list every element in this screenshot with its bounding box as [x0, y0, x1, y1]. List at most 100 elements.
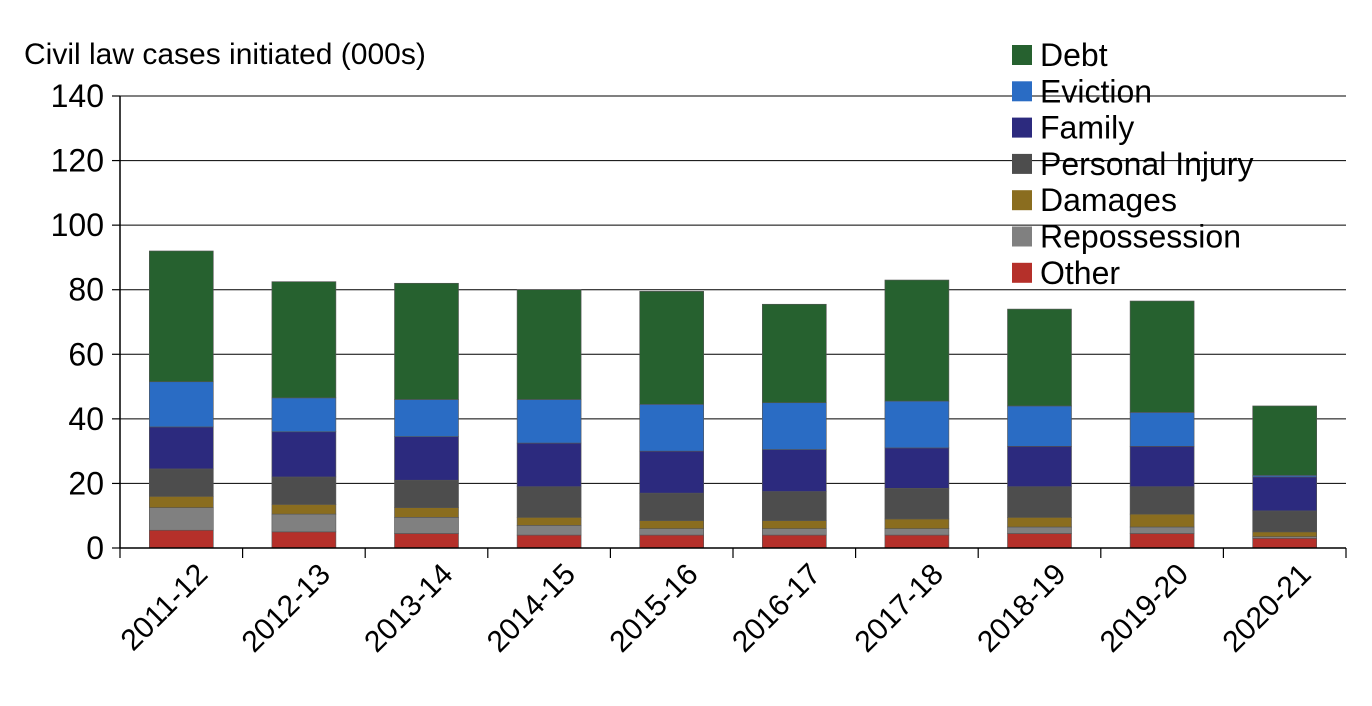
- bar-damages-2015-16: [639, 520, 705, 529]
- bar-damages-2011-12: [149, 496, 214, 508]
- x-tick-label-2015-16: 2015-16: [603, 558, 704, 659]
- bar-family-2011-12: [149, 426, 214, 470]
- bar-eviction-2012-13: [271, 397, 337, 433]
- bar-debt-2012-13: [271, 281, 337, 399]
- bar-repossession-2015-16: [639, 528, 705, 536]
- bar-eviction-2017-18: [884, 400, 950, 449]
- x-tick-label-2011-12: 2011-12: [115, 558, 215, 658]
- legend-swatch-eviction: [1012, 81, 1032, 102]
- x-tick-label-2019-20: 2019-20: [1094, 558, 1195, 659]
- bar-eviction-2018-19: [1007, 405, 1072, 447]
- legend-swatch-personal-injury: [1012, 153, 1032, 174]
- bar-personal-injury-2014-15: [516, 486, 582, 518]
- y-tick-label-60: 60: [68, 336, 104, 372]
- bar-personal-injury-2018-19: [1007, 486, 1072, 518]
- y-tick-label-100: 100: [51, 207, 104, 243]
- bar-other-2017-18: [884, 534, 950, 549]
- bar-family-2019-20: [1129, 445, 1195, 487]
- bar-personal-injury-2015-16: [639, 492, 705, 521]
- x-tick-label-2020-21: 2020-21: [1216, 558, 1317, 659]
- x-tick-label-2016-17: 2016-17: [726, 558, 827, 659]
- bar-repossession-2017-18: [884, 528, 950, 536]
- bar-personal-injury-2017-18: [884, 487, 950, 520]
- bar-repossession-2018-19: [1007, 526, 1072, 534]
- legend-label-debt: Debt: [1040, 37, 1108, 73]
- bar-debt-2017-18: [884, 279, 950, 402]
- bar-repossession-2019-20: [1129, 526, 1195, 534]
- legend-label-family: Family: [1040, 110, 1134, 146]
- bar-debt-2015-16: [639, 291, 705, 405]
- bar-other-2016-17: [761, 534, 827, 549]
- axes: [119, 96, 1347, 558]
- bar-eviction-2015-16: [639, 404, 705, 452]
- bar-other-2013-14: [394, 533, 459, 549]
- legend-swatch-repossession: [1012, 226, 1032, 247]
- bar-other-2015-16: [639, 534, 705, 549]
- bar-debt-2018-19: [1007, 308, 1072, 407]
- bar-damages-2016-17: [761, 520, 827, 529]
- y-tick-label-140: 140: [51, 78, 104, 114]
- bar-other-2014-15: [516, 534, 582, 549]
- bar-other-2011-12: [149, 529, 214, 549]
- bar-personal-injury-2013-14: [394, 479, 459, 508]
- bar-eviction-2013-14: [394, 399, 459, 437]
- bar-eviction-2016-17: [761, 402, 827, 450]
- x-tick-label-2017-18: 2017-18: [849, 558, 950, 659]
- bar-debt-2020-21: [1252, 405, 1317, 476]
- bar-damages-2013-14: [394, 507, 459, 518]
- legend-label-repossession: Repossession: [1040, 219, 1241, 255]
- y-tick-label-20: 20: [68, 465, 104, 501]
- bar-eviction-2014-15: [516, 399, 582, 444]
- legend-swatch-damages: [1012, 190, 1032, 211]
- legend-label-eviction: Eviction: [1040, 73, 1152, 109]
- bar-eviction-2019-20: [1129, 412, 1195, 447]
- bar-other-2012-13: [271, 531, 337, 549]
- bar-family-2020-21: [1252, 476, 1317, 512]
- bar-repossession-2011-12: [149, 507, 214, 531]
- bars: [149, 250, 1317, 549]
- bar-family-2013-14: [394, 436, 459, 481]
- bar-repossession-2012-13: [271, 513, 337, 533]
- bar-personal-injury-2011-12: [149, 468, 214, 497]
- bar-family-2016-17: [761, 449, 827, 492]
- y-axis-label: Civil law cases initiated (000s): [24, 38, 426, 71]
- y-tick-label-80: 80: [68, 272, 104, 308]
- legend-swatch-debt: [1012, 45, 1032, 65]
- bar-other-2020-21: [1252, 538, 1317, 549]
- bar-debt-2019-20: [1129, 300, 1195, 413]
- x-tick-label-2013-14: 2013-14: [358, 558, 459, 659]
- bar-family-2014-15: [516, 442, 582, 487]
- bar-family-2012-13: [271, 431, 337, 478]
- legend-label-personal-injury: Personal Injury: [1040, 146, 1253, 182]
- bar-personal-injury-2016-17: [761, 491, 827, 521]
- x-tick-labels: 2011-12 2012-13 2013-14 2014-15 2015-16 2016-…: [115, 558, 1318, 659]
- bar-other-2018-19: [1007, 533, 1072, 549]
- y-tick-label-40: 40: [68, 401, 104, 437]
- bar-damages-2020-21: [1252, 531, 1317, 537]
- bar-debt-2016-17: [761, 303, 827, 404]
- bar-damages-2014-15: [516, 517, 582, 526]
- legend-swatch-other: [1012, 262, 1032, 283]
- bar-debt-2011-12: [149, 250, 214, 383]
- bar-personal-injury-2012-13: [271, 476, 337, 505]
- legend-label-damages: Damages: [1040, 182, 1177, 218]
- bar-other-2019-20: [1129, 533, 1195, 549]
- x-tick-label-2018-19: 2018-19: [971, 558, 1072, 659]
- bar-family-2015-16: [639, 450, 705, 494]
- bar-damages-2019-20: [1129, 513, 1195, 528]
- bar-debt-2014-15: [516, 289, 582, 400]
- legend-label-other: Other: [1040, 255, 1120, 291]
- bar-family-2017-18: [884, 447, 950, 489]
- y-tick-labels: 0 20 40 60 80 100 120 140: [51, 78, 104, 566]
- bar-damages-2018-19: [1007, 517, 1072, 528]
- bar-repossession-2016-17: [761, 528, 827, 536]
- bar-damages-2017-18: [884, 518, 950, 529]
- bar-damages-2012-13: [271, 504, 337, 515]
- bar-repossession-2013-14: [394, 517, 459, 534]
- y-tick-label-0: 0: [86, 530, 104, 566]
- x-tick-label-2014-15: 2014-15: [481, 558, 582, 659]
- y-tick-label-120: 120: [51, 143, 104, 179]
- bar-family-2018-19: [1007, 445, 1072, 487]
